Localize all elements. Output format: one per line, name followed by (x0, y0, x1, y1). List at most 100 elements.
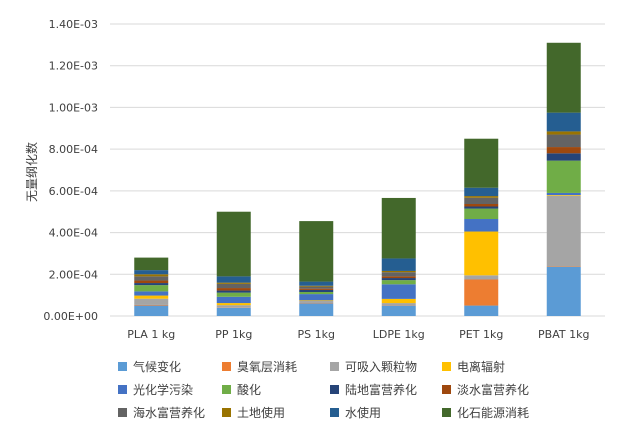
bar-segment (381, 276, 416, 279)
legend-swatch (330, 385, 339, 394)
legend-swatch (222, 362, 231, 371)
legend-item: 土地使用 (222, 402, 330, 423)
x-tick-label: PBAT 1kg (538, 328, 589, 341)
bar-segment (134, 280, 169, 284)
bar-segment (216, 211, 251, 277)
x-tick-label: PP 1kg (215, 328, 252, 341)
y-axis-label: 无量纲化数 (24, 142, 39, 202)
bar-segment (464, 138, 499, 188)
bar-segment (134, 285, 169, 292)
x-tick-label: PS 1kg (298, 328, 335, 341)
bar-segment (134, 274, 169, 277)
y-tick-label: 4.00E-04 (49, 227, 98, 240)
bar-segment (381, 298, 416, 304)
bar-segment (464, 208, 499, 220)
bar-segment (134, 298, 169, 305)
bar-segment (464, 196, 499, 198)
bar-segment (216, 305, 251, 308)
bar-segment (546, 112, 581, 132)
bar-segment (381, 305, 416, 316)
legend-swatch (442, 385, 451, 394)
bar-segment (546, 42, 581, 113)
legend-label: 化石能源消耗 (457, 406, 530, 420)
legend-label: 土地使用 (237, 406, 286, 420)
legend-label: 电离辐射 (457, 360, 506, 374)
legend-item: 淡水富营养化 (442, 379, 562, 400)
bar-segment (216, 292, 251, 297)
bar-segment (299, 303, 334, 316)
bar-segment (464, 279, 499, 306)
legend-swatch (330, 408, 339, 417)
bar-segment (299, 289, 334, 293)
bar-segment (546, 160, 581, 193)
legend-swatch (222, 408, 231, 417)
bar-segment (546, 195, 581, 267)
legend-swatch (118, 408, 127, 417)
y-tick-label: 6.00E-04 (49, 185, 98, 198)
legend-item: 光化学污染 (118, 379, 222, 400)
bar-segment (546, 266, 581, 316)
legend-item: 电离辐射 (442, 356, 562, 377)
bar-segment (216, 303, 251, 306)
bar-segment (299, 286, 334, 289)
bar-segment (381, 258, 416, 271)
bar-segment (299, 285, 334, 287)
bar-segment (381, 270, 416, 273)
bar-segment (464, 305, 499, 316)
legend-label: 淡水富营养化 (457, 383, 530, 397)
legend-item: 臭氧层消耗 (222, 356, 330, 377)
bar-segment (464, 203, 499, 207)
bar-segment (299, 300, 334, 301)
y-tick-label: 8.00E-04 (49, 143, 98, 156)
bar-segment (381, 197, 416, 259)
legend-item: 气候变化 (118, 356, 222, 377)
legend: 气候变化 臭氧层消耗 可吸入颗粒物 电离辐射 光化学污染 酸化 陆地富营养化 淡水富营养化 海水… (118, 356, 588, 423)
legend-swatch (442, 408, 451, 417)
legend-label: 气候变化 (133, 360, 182, 374)
bar-segment (299, 221, 334, 282)
bar-segment (299, 300, 334, 304)
legend-item: 水使用 (330, 402, 442, 423)
y-tick-label: 2.00E-04 (49, 268, 98, 281)
bar-segment (381, 278, 416, 281)
legend-swatch (330, 362, 339, 371)
bar-segment (216, 288, 251, 291)
bar-segment (464, 197, 499, 204)
y-tick-label: 1.40E-03 (49, 18, 98, 31)
bar-segment (134, 304, 169, 306)
bars (134, 42, 581, 316)
y-tick-label: 0.00E+00 (43, 310, 98, 323)
bar-segment (546, 153, 581, 161)
y-tick-label: 1.20E-03 (49, 60, 98, 73)
bar-segment (464, 219, 499, 232)
legend-item: 海水富营养化 (118, 402, 222, 423)
bar-segment (134, 276, 169, 281)
bar-segment (216, 276, 251, 283)
legend-label: 海水富营养化 (133, 406, 206, 420)
bar-segment (216, 283, 251, 289)
y-tick-label: 1.00E-03 (49, 101, 98, 114)
y-tick-labels: 0.00E+00 2.00E-04 4.00E-04 6.00E-04 8.00E-04… (43, 18, 98, 323)
bar-segment (546, 147, 581, 154)
legend-label: 陆地富营养化 (345, 383, 418, 397)
legend-swatch (222, 385, 231, 394)
bar-segment (134, 305, 169, 316)
bar-segment (216, 307, 251, 316)
x-tick-label: LDPE 1kg (373, 328, 425, 341)
gridlines (110, 23, 605, 317)
legend-item: 化石能源消耗 (442, 402, 562, 423)
x-tick-label: PLA 1 kg (127, 328, 175, 341)
bar-segment (546, 195, 581, 196)
bar-segment (134, 270, 169, 275)
bar-segment (134, 295, 169, 299)
bar-segment (299, 288, 334, 290)
bar-segment (299, 292, 334, 295)
bar-segment (381, 303, 416, 306)
legend-label: 臭氧层消耗 (237, 360, 298, 374)
bar-segment (216, 290, 251, 293)
legend-label: 可吸入颗粒物 (345, 360, 418, 374)
bar-segment (381, 280, 416, 285)
legend-label: 光化学污染 (133, 383, 194, 397)
bar-segment (299, 281, 334, 286)
